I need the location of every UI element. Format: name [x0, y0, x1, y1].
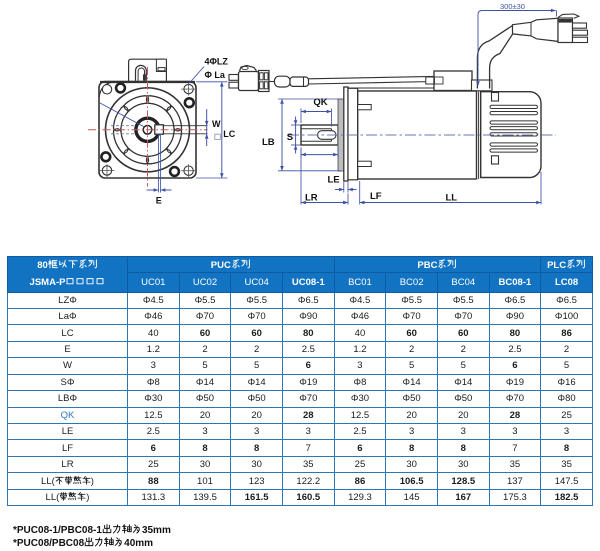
svg-text:E: E [156, 196, 162, 206]
svg-text:4ΦLZ: 4ΦLZ [205, 57, 229, 67]
svg-text:LL: LL [446, 193, 458, 204]
svg-text:Φ La: Φ La [205, 70, 226, 80]
svg-text:LE: LE [328, 174, 340, 185]
svg-text:LB: LB [262, 137, 275, 148]
svg-text:W: W [212, 119, 221, 129]
svg-text:S: S [287, 132, 293, 143]
svg-text:LC: LC [223, 129, 235, 139]
svg-text:LF: LF [370, 191, 382, 202]
svg-text:LR: LR [305, 193, 318, 204]
svg-text:QK: QK [313, 97, 327, 108]
svg-text:300±30: 300±30 [500, 2, 525, 11]
